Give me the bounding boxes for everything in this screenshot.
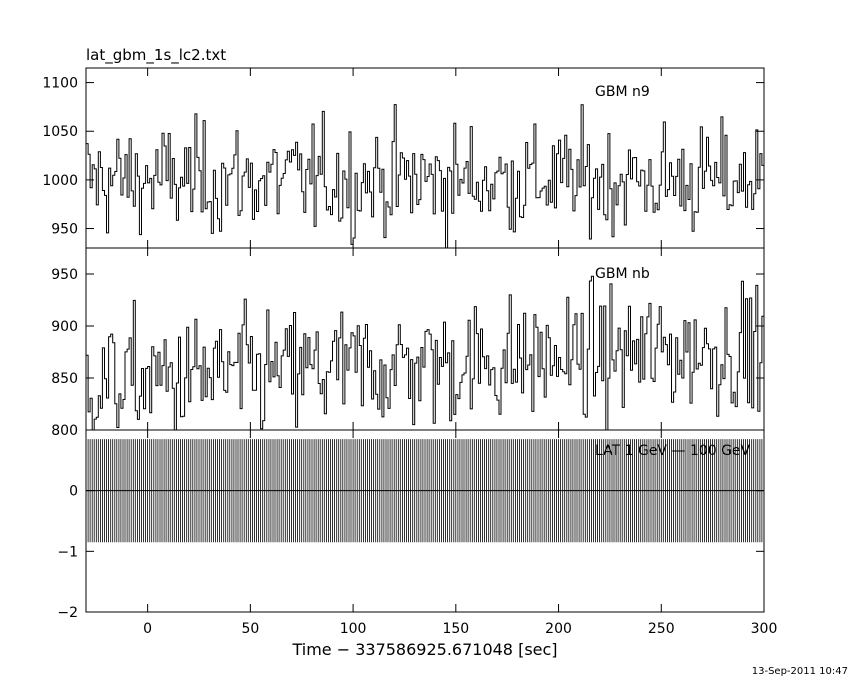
timestamp: 13-Sep-2011 10:47 xyxy=(752,666,848,677)
x-tick-label: 300 xyxy=(751,621,778,637)
x-tick-label: 100 xyxy=(340,621,367,637)
y-tick-label: 800 xyxy=(51,423,78,439)
panel-gbm-n9: GBM n9 950 1000 1050 1100 xyxy=(42,67,765,249)
y-tick-label: 950 xyxy=(51,267,78,283)
panel-label: GBM nb xyxy=(595,266,650,282)
y-tick-label: −2 xyxy=(57,605,78,621)
y-tick-label: 850 xyxy=(51,371,78,387)
y-tick-label: 0 xyxy=(69,484,78,500)
y-axis-n9: 950 1000 1050 1100 xyxy=(42,76,764,238)
y-tick-label: 1050 xyxy=(42,124,78,140)
x-axis-label: Time − 337586925.671048 [sec] xyxy=(291,640,557,659)
y-tick-label: 1100 xyxy=(42,76,78,92)
chart-title: lat_gbm_1s_lc2.txt xyxy=(86,46,226,65)
light-curve-nb xyxy=(86,275,764,430)
x-tick-label: 50 xyxy=(241,621,259,637)
y-tick-label: 950 xyxy=(51,222,78,238)
light-curve-n9 xyxy=(86,104,764,248)
x-tick-label: 150 xyxy=(442,621,469,637)
y-axis-nb: 800 850 900 950 xyxy=(51,267,764,439)
panel-gbm-nb: GBM nb 800 850 900 950 xyxy=(51,247,765,439)
y-tick-label: −1 xyxy=(57,544,78,560)
light-curve-line xyxy=(86,275,764,430)
x-axis: 0 50 100 150 200 250 300 xyxy=(143,621,777,637)
x-tick-label: 200 xyxy=(545,621,572,637)
panel-label: LAT 1 GeV — 100 GeV xyxy=(595,443,751,459)
x-tick-label: 0 xyxy=(143,621,152,637)
y-axis-lat: −2 −1 0 xyxy=(57,484,764,621)
light-curve-line xyxy=(86,104,764,248)
y-tick-label: 1000 xyxy=(42,173,78,189)
y-tick-label: 900 xyxy=(51,319,78,335)
panel-label: GBM n9 xyxy=(595,84,650,100)
panel-lat: LAT 1 GeV — 100 GeV −2 −1 0 xyxy=(57,429,765,621)
x-tick-label: 250 xyxy=(648,621,675,637)
panel-frame xyxy=(85,67,765,249)
light-curve-lat xyxy=(86,439,764,543)
